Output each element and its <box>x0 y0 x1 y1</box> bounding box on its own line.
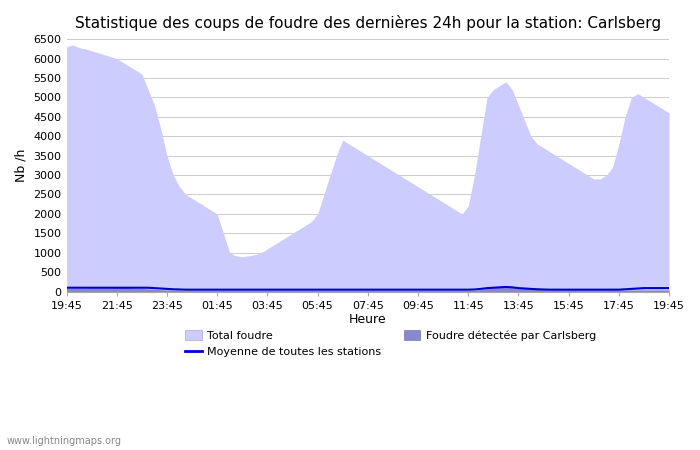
Legend: Total foudre, Moyenne de toutes les stations, Foudre détectée par Carlsberg: Total foudre, Moyenne de toutes les stat… <box>181 326 601 362</box>
Text: www.lightningmaps.org: www.lightningmaps.org <box>7 436 122 446</box>
Y-axis label: Nb /h: Nb /h <box>15 148 28 182</box>
Title: Statistique des coups de foudre des dernières 24h pour la station: Carlsberg: Statistique des coups de foudre des dern… <box>75 15 661 31</box>
X-axis label: Heure: Heure <box>349 313 386 326</box>
